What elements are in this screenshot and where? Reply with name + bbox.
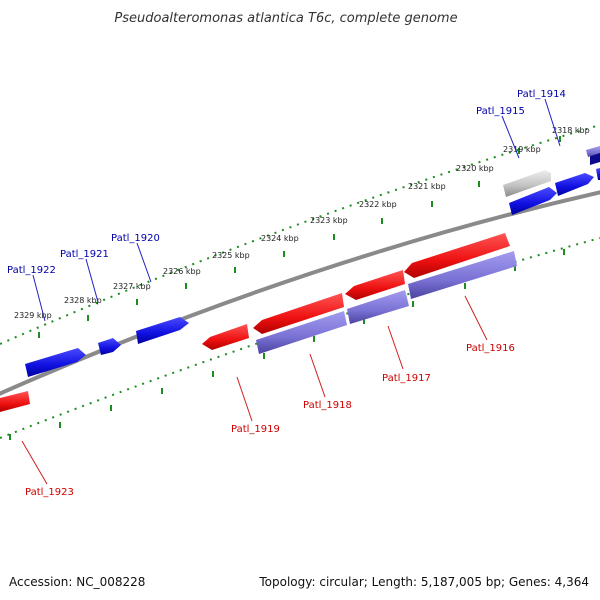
gene-label-forward[interactable]: Patl_1920 bbox=[111, 233, 160, 244]
gene-label-forward[interactable]: Patl_1914 bbox=[517, 89, 566, 100]
gene-arrow-reverse[interactable] bbox=[0, 391, 30, 412]
kbp-label: 2327 kbp bbox=[113, 282, 151, 291]
kbp-label: 2325 kbp bbox=[212, 251, 250, 260]
gene-arrow-reverse[interactable] bbox=[253, 293, 344, 334]
genome-backbone bbox=[0, 190, 600, 396]
outer-major-ticks bbox=[38, 136, 561, 338]
gene-arrow-reverse[interactable] bbox=[202, 324, 249, 350]
gene-arrow-forward[interactable] bbox=[25, 348, 86, 377]
pseudo-gene[interactable] bbox=[503, 170, 551, 197]
rna-gene[interactable] bbox=[347, 290, 409, 324]
gene-arrow-forward[interactable] bbox=[555, 173, 594, 196]
kbp-label: 2319 kbp bbox=[503, 145, 541, 154]
kbp-label: 2321 kbp bbox=[408, 182, 446, 191]
forward-gene-features bbox=[25, 146, 600, 377]
gene-label-forward[interactable]: Patl_1922 bbox=[7, 265, 56, 276]
gene-label-forward[interactable]: Patl_1915 bbox=[476, 106, 525, 117]
kbp-label: 2329 kbp bbox=[14, 311, 52, 320]
kbp-label: 2326 kbp bbox=[163, 267, 201, 276]
gene-arrow-reverse[interactable] bbox=[345, 270, 405, 300]
kbp-label: 2320 kbp bbox=[456, 164, 494, 173]
gene-label-reverse[interactable]: Patl_1923 bbox=[25, 487, 74, 498]
kbp-label: 2324 kbp bbox=[261, 234, 299, 243]
gene-arrow-forward[interactable] bbox=[509, 187, 557, 215]
gene-label-reverse[interactable]: Patl_1918 bbox=[303, 400, 352, 411]
accession-text: Accession: NC_008228 bbox=[9, 575, 145, 589]
map-title: Pseudoalteromonas atlantica T6c, complet… bbox=[114, 11, 457, 26]
genome-summary-text: Topology: circular; Length: 5,187,005 bp… bbox=[258, 575, 589, 589]
gene-arrow-forward[interactable] bbox=[586, 146, 600, 157]
gene-arrow-forward[interactable] bbox=[136, 317, 189, 344]
gene-arrow-forward[interactable] bbox=[596, 168, 600, 180]
rna-gene[interactable] bbox=[256, 311, 347, 354]
gene-label-forward[interactable]: Patl_1921 bbox=[60, 249, 109, 260]
reverse-gene-features bbox=[0, 233, 517, 412]
gene-label-reverse[interactable]: Patl_1919 bbox=[231, 424, 280, 435]
kbp-label: 2328 kbp bbox=[64, 296, 102, 305]
gene-label-reverse[interactable]: Patl_1916 bbox=[466, 343, 515, 354]
gene-label-reverse[interactable]: Patl_1917 bbox=[382, 373, 431, 384]
forward-gene-labels: Patl_1914 Patl_1915 Patl_1920 Patl_1921 … bbox=[7, 89, 566, 322]
gene-arrow-forward[interactable] bbox=[98, 338, 121, 355]
kbp-label: 2323 kbp bbox=[310, 216, 348, 225]
kbp-label: 2322 kbp bbox=[359, 200, 397, 209]
rna-gene[interactable] bbox=[408, 251, 517, 299]
reverse-gene-labels: Patl_1916 Patl_1917 Patl_1918 Patl_1919 … bbox=[21, 295, 515, 498]
kbp-label: 2318 kbp bbox=[552, 126, 590, 135]
gene-arrow-reverse[interactable] bbox=[404, 233, 510, 278]
